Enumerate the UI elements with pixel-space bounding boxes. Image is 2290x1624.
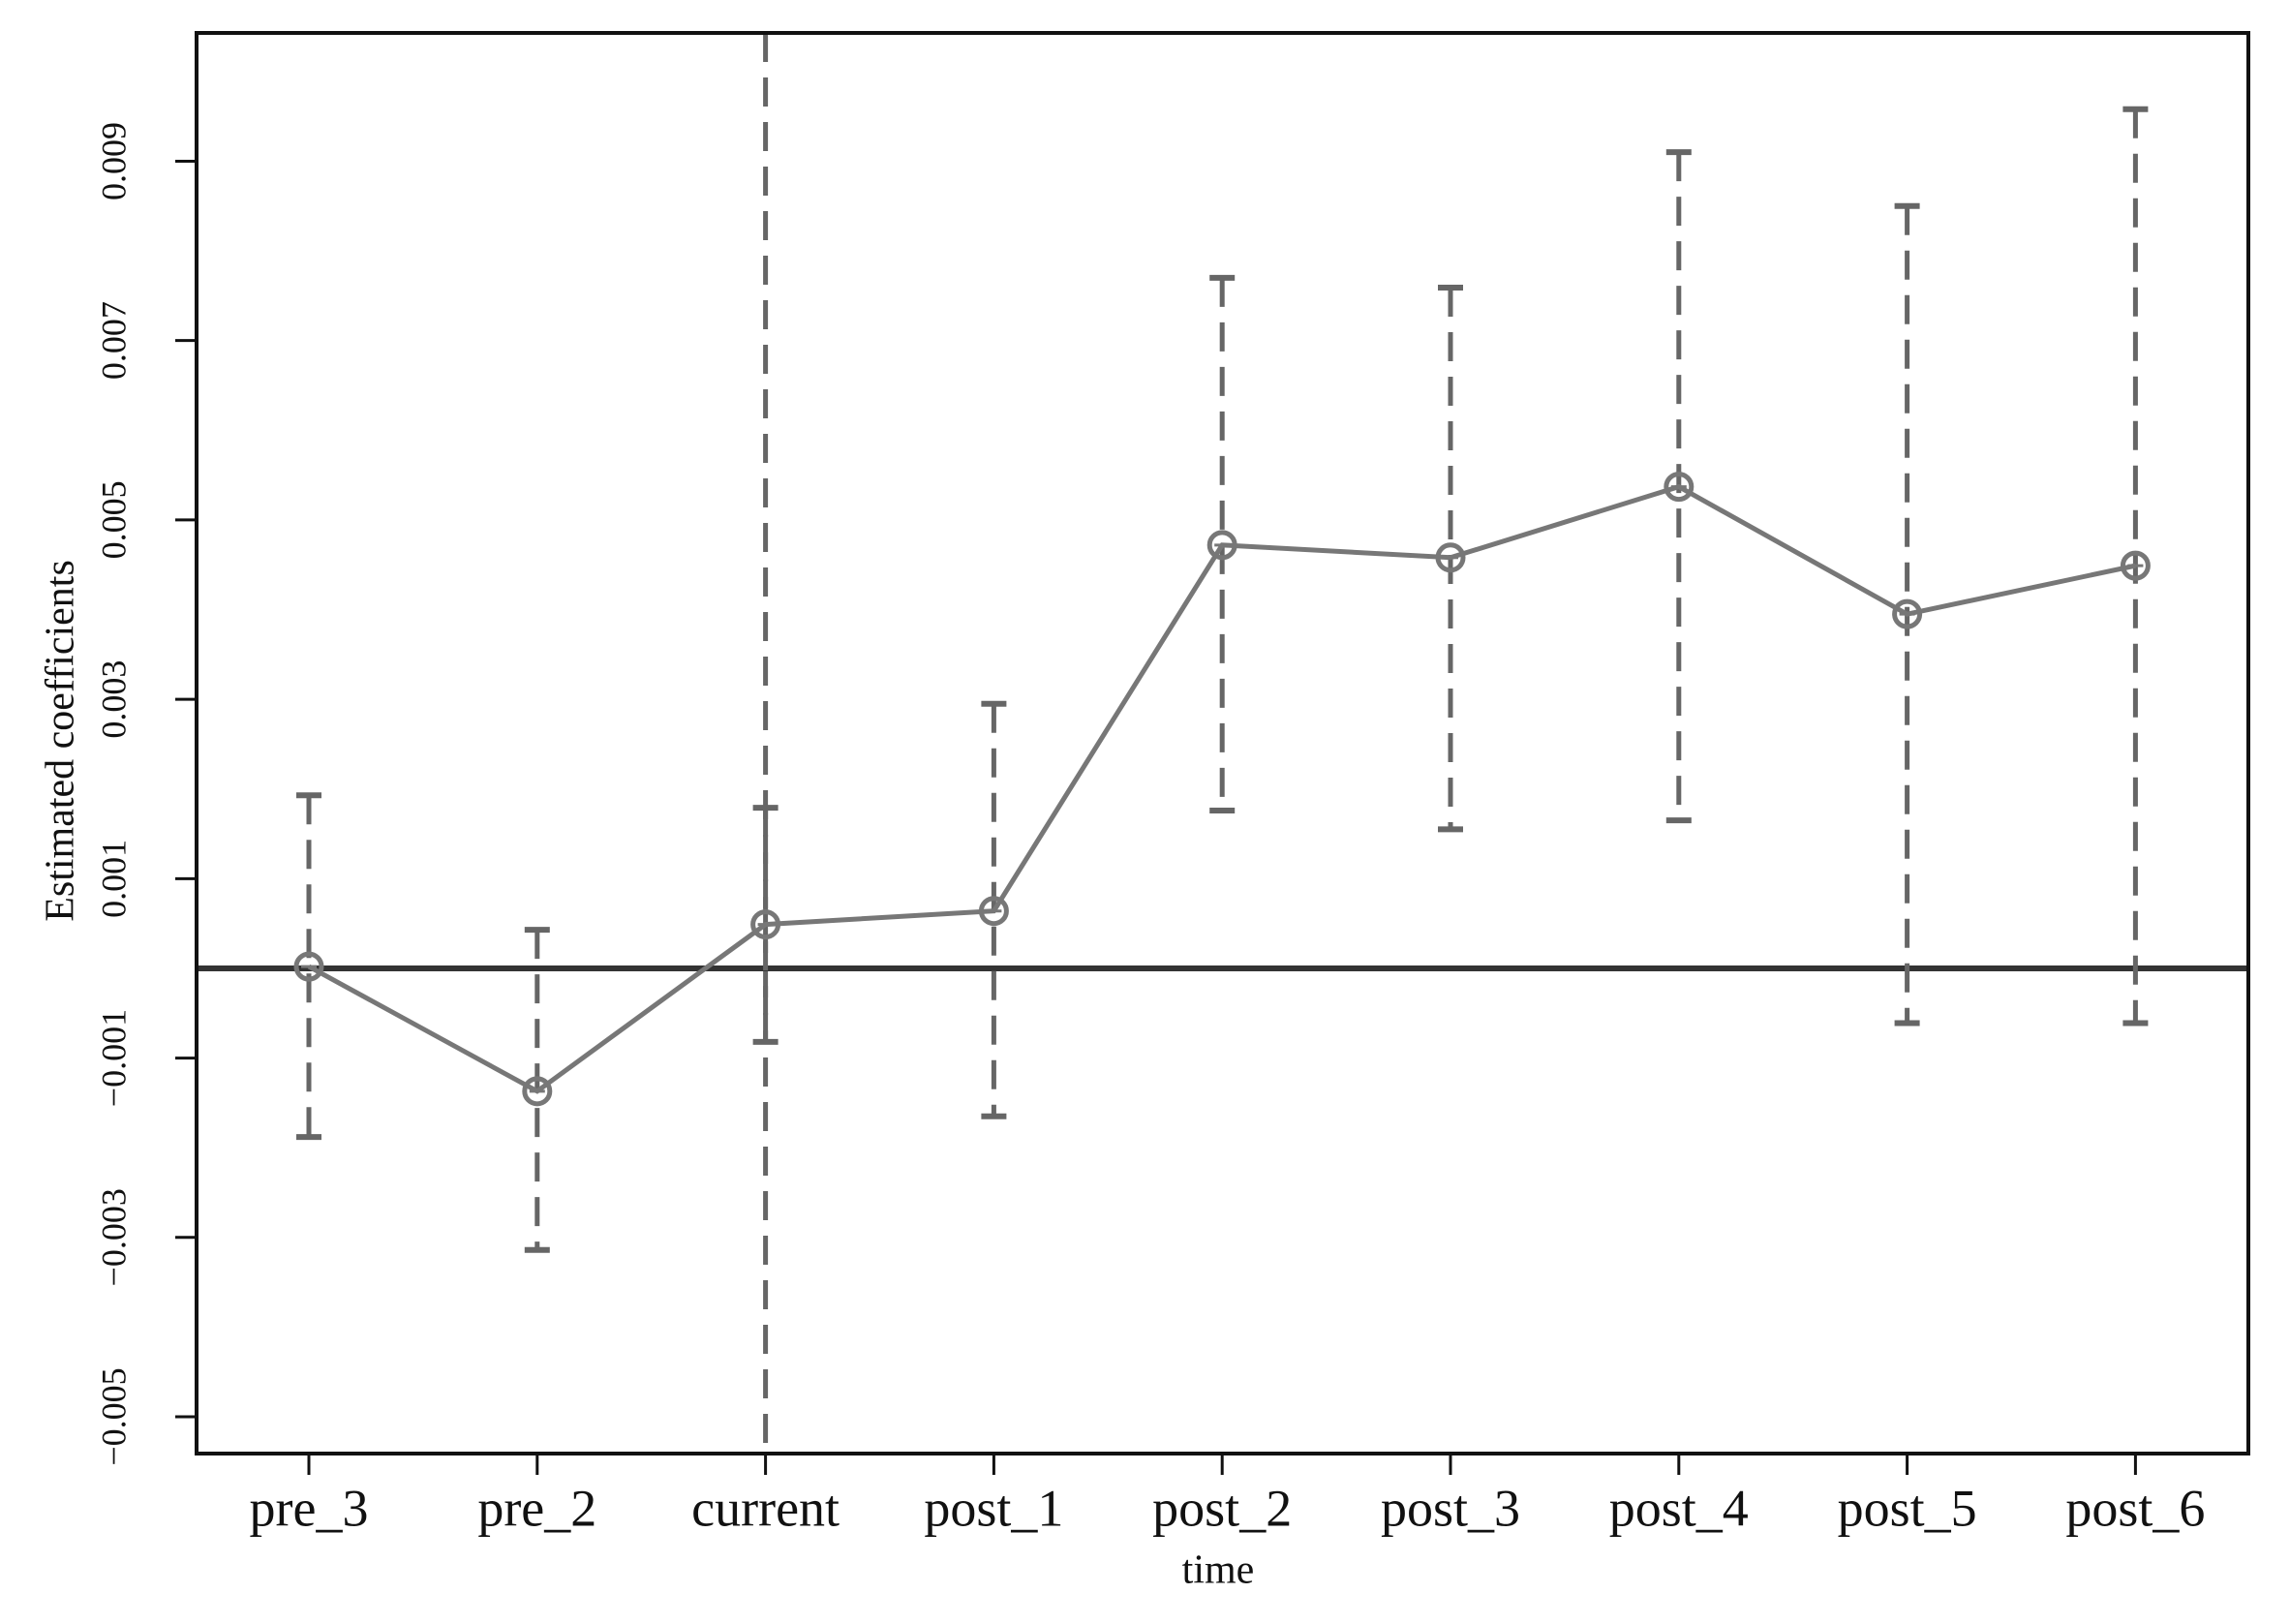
y-axis-title: Estimated coefficients	[39, 560, 83, 922]
x-axis-title: time	[1182, 1548, 1255, 1593]
y-tick-label: 0.005	[94, 480, 133, 559]
estimate-point	[1892, 598, 1923, 629]
y-tick-label: −0.005	[94, 1367, 133, 1465]
estimate-point	[750, 909, 781, 940]
x-tick-label: pre_3	[250, 1479, 369, 1537]
x-tick-label: post_6	[2065, 1479, 2205, 1537]
x-tick-label: post_1	[924, 1479, 1063, 1537]
estimate-point	[1435, 542, 1466, 573]
x-tick-label: post_5	[1838, 1479, 1977, 1537]
y-tick-label: −0.001	[94, 1009, 133, 1107]
estimate-point	[522, 1076, 553, 1107]
y-tick-label: 0.001	[94, 840, 133, 918]
y-tick-label: 0.003	[94, 660, 133, 739]
x-tick-label: post_2	[1152, 1479, 1292, 1537]
y-tick-label: 0.009	[94, 122, 133, 200]
estimate-point	[1206, 530, 1237, 561]
estimate-point	[978, 896, 1009, 927]
x-tick-label: pre_2	[477, 1479, 596, 1537]
plot-frame	[195, 31, 2250, 1455]
x-tick-label: current	[691, 1479, 840, 1537]
estimate-point	[2120, 550, 2151, 581]
y-tick-label: 0.007	[94, 301, 133, 380]
estimate-point	[1664, 472, 1695, 503]
x-tick-label: post_4	[1609, 1479, 1749, 1537]
y-tick-label: −0.003	[94, 1188, 133, 1286]
x-tick-label: post_3	[1381, 1479, 1520, 1537]
estimate-point	[293, 951, 324, 982]
